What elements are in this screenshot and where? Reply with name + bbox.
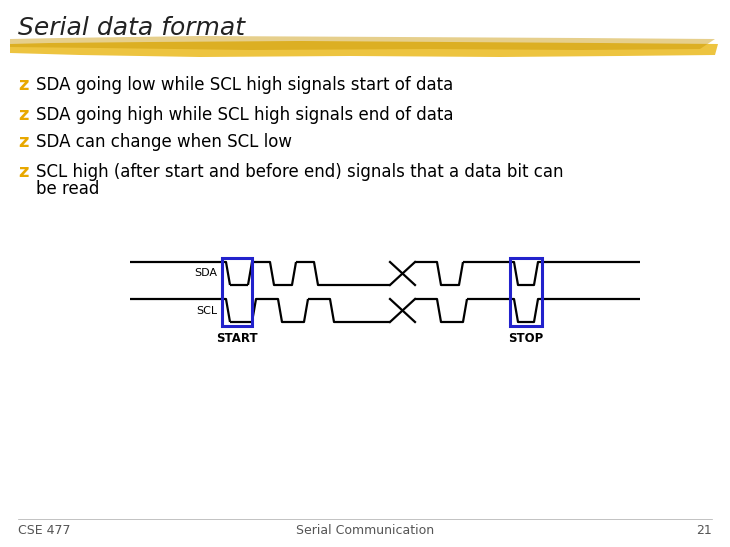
- Text: SDA going low while SCL high signals start of data: SDA going low while SCL high signals sta…: [36, 76, 453, 94]
- Text: z: z: [18, 76, 28, 94]
- Text: SCL high (after start and before end) signals that a data bit can: SCL high (after start and before end) si…: [36, 163, 564, 181]
- Text: z: z: [18, 106, 28, 124]
- Polygon shape: [10, 36, 715, 50]
- Text: CSE 477: CSE 477: [18, 525, 71, 538]
- Text: z: z: [18, 133, 28, 151]
- Text: be read: be read: [36, 180, 99, 198]
- Polygon shape: [10, 41, 718, 57]
- Text: SDA can change when SCL low: SDA can change when SCL low: [36, 133, 292, 151]
- Text: 21: 21: [696, 525, 712, 538]
- Text: SDA: SDA: [194, 269, 217, 278]
- Text: SDA going high while SCL high signals end of data: SDA going high while SCL high signals en…: [36, 106, 453, 124]
- Text: Serial Communication: Serial Communication: [296, 525, 434, 538]
- Bar: [510, 258, 542, 326]
- Bar: [222, 258, 252, 326]
- Text: Serial data format: Serial data format: [18, 16, 245, 40]
- Text: START: START: [216, 332, 258, 345]
- Text: z: z: [18, 163, 28, 181]
- Text: SCL: SCL: [196, 306, 217, 316]
- Text: STOP: STOP: [508, 332, 544, 345]
